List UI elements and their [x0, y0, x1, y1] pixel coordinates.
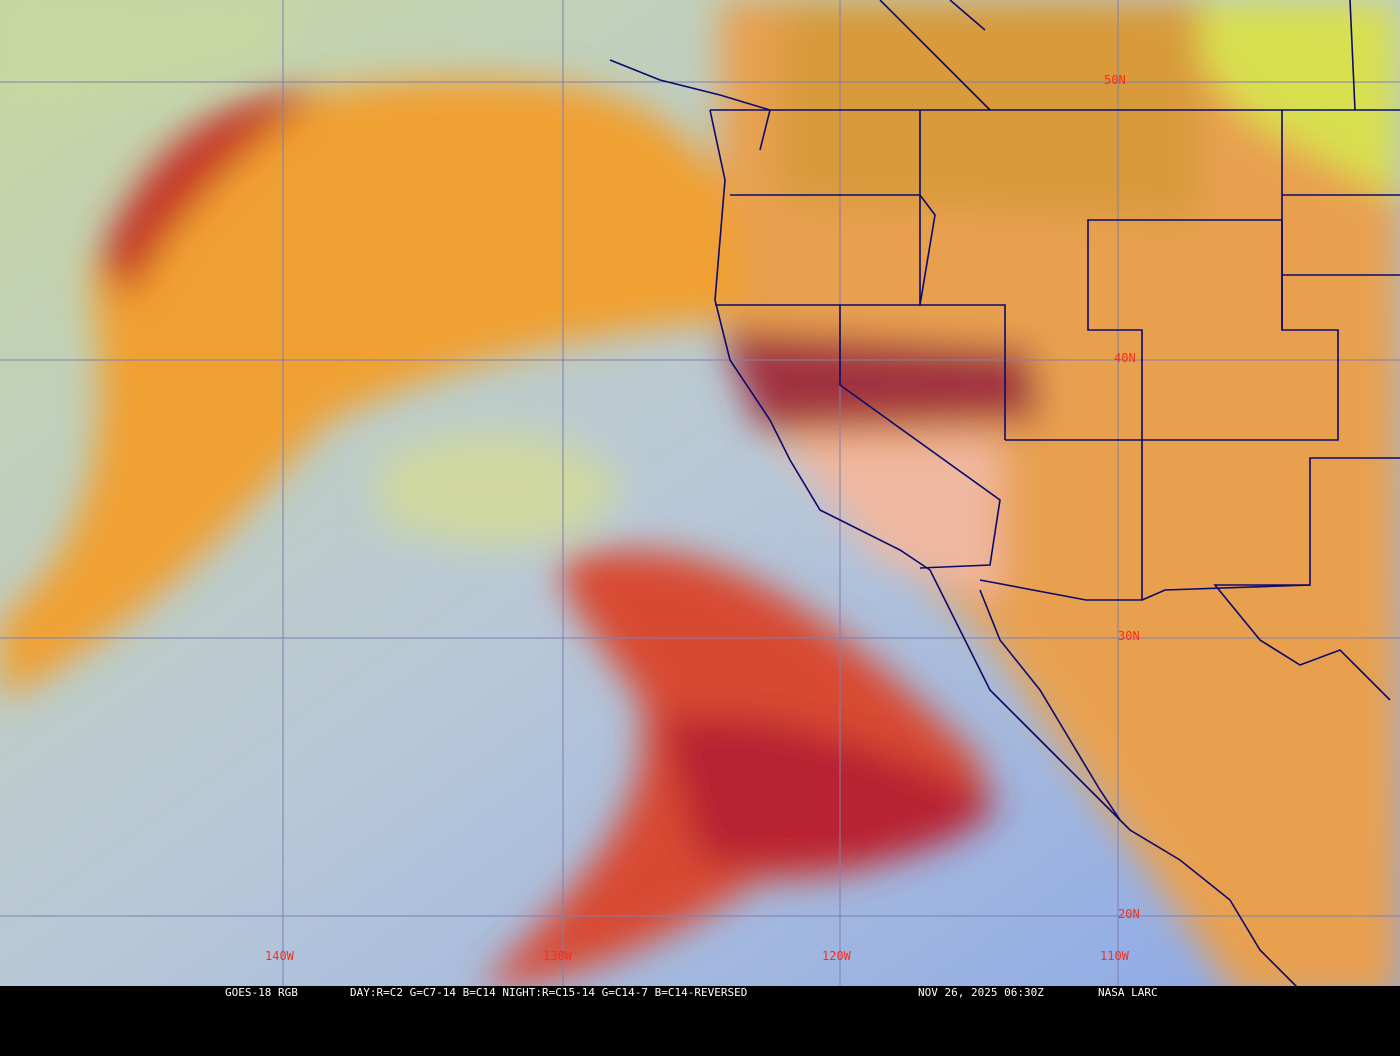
satellite-name: GOES-18 RGB	[225, 986, 298, 999]
political-borders	[609, 0, 1400, 991]
lat-lon-grid	[0, 0, 1400, 986]
lon-label-130w: 130W	[543, 949, 573, 963]
cloud-field	[0, 0, 1400, 1000]
rgb-recipe: DAY:R=C2 G=C7-14 B=C14 NIGHT:R=C15-14 G=…	[350, 986, 748, 999]
image-caption-bar: GOES-18 RGB DAY:R=C2 G=C7-14 B=C14 NIGHT…	[0, 986, 1400, 1000]
credit: NASA LARC	[1098, 986, 1158, 999]
timestamp: NOV 26, 2025 06:30Z	[918, 986, 1044, 999]
lon-label-120w: 120W	[822, 949, 852, 963]
lat-label-40n: 40N	[1114, 351, 1136, 365]
lon-label-110w: 110W	[1100, 949, 1130, 963]
satellite-image: 50N 40N 30N 20N 140W 130W 120W 110W	[0, 0, 1400, 1000]
lat-label-50n: 50N	[1104, 73, 1126, 87]
lon-label-140w: 140W	[265, 949, 295, 963]
lat-label-30n: 30N	[1118, 629, 1140, 643]
lat-label-20n: 20N	[1118, 907, 1140, 921]
